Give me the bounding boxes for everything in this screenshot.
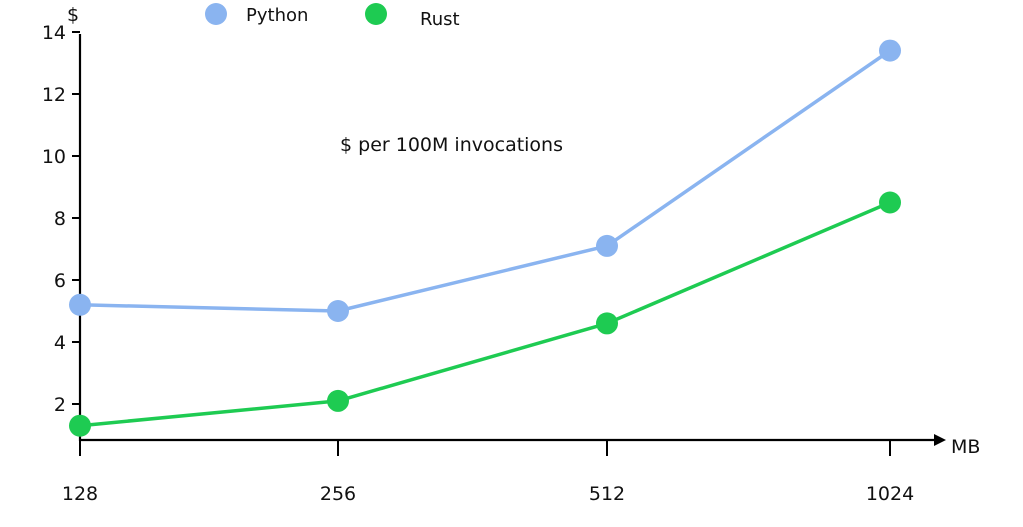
legend-marker	[205, 3, 227, 25]
y-ticks: 2 4 6 8 10 12 14	[42, 22, 80, 416]
series-python	[69, 39, 901, 322]
y-tick-label: 14	[42, 22, 66, 44]
series-rust	[69, 191, 901, 437]
y-tick-label: 8	[54, 208, 66, 230]
y-tick-label: 2	[54, 394, 66, 416]
x-tick-label: 256	[320, 483, 356, 505]
data-point-python	[69, 293, 91, 316]
data-point-rust	[596, 312, 618, 335]
data-point-python	[596, 234, 618, 257]
series-line-python	[79, 49, 891, 313]
data-point-python	[879, 39, 901, 62]
legend-marker	[365, 3, 387, 25]
x-axis-unit-label: MB	[951, 436, 980, 458]
x-tick-label: 128	[62, 483, 98, 505]
legend-item-python: Python	[205, 3, 308, 26]
y-tick-label: 12	[42, 84, 66, 106]
data-point-rust	[69, 414, 91, 437]
y-tick-label: 6	[54, 270, 66, 292]
x-tick-label: 512	[589, 483, 625, 505]
series	[69, 39, 901, 437]
x-axis-arrowhead	[934, 434, 946, 446]
y-axis-unit-label: $	[67, 4, 79, 26]
legend: Python Rust	[205, 3, 460, 30]
legend-label: Rust	[420, 9, 460, 30]
y-tick-label: 4	[54, 332, 66, 354]
data-point-rust	[879, 191, 901, 214]
x-tick-label: 1024	[866, 483, 914, 505]
axes: $ MB	[67, 4, 980, 458]
data-point-rust	[327, 389, 349, 412]
data-point-python	[327, 300, 349, 322]
y-tick-label: 10	[42, 146, 66, 168]
x-ticks: 128 256 512 1024	[62, 440, 914, 505]
series-line-rust	[79, 200, 891, 428]
legend-item-rust: Rust	[365, 3, 460, 30]
chart-annotation: $ per 100M invocations	[340, 134, 563, 156]
legend-label: Python	[246, 5, 308, 26]
